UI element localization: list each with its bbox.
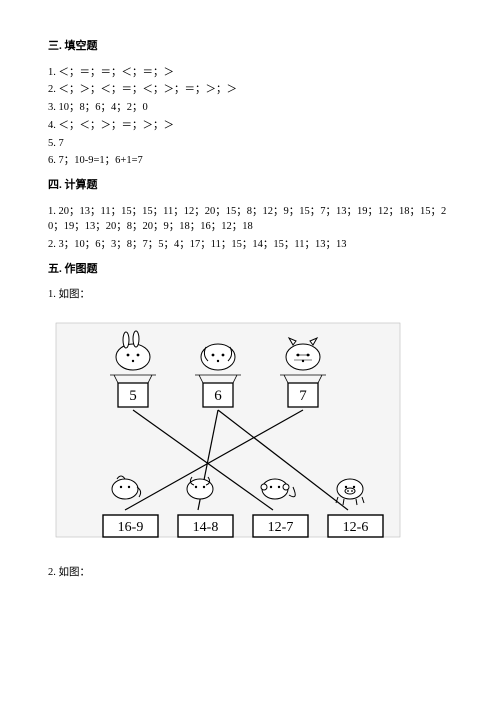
s3-line-4: 4. ＜；＜；＞；＝；＞；＞ [48,118,452,134]
s5-item-1: 1. 如图： [48,287,452,303]
s3-line-3: 3. 10；8；6；4；2；0 [48,100,452,116]
s5-item-2: 2. 如图： [48,565,452,581]
svg-text:16-9: 16-9 [118,520,144,535]
svg-text:12-7: 12-7 [268,520,294,535]
section-5-heading: 五. 作图题 [48,261,452,278]
svg-text:14-8: 14-8 [193,520,219,535]
s4-line-1: 1. 20；13；11；15；15；11；12；20；15；8；12；9；15；… [48,204,452,236]
section-3-heading: 三. 填空题 [48,38,452,55]
svg-text:6: 6 [214,388,222,404]
svg-text:12-6: 12-6 [343,520,369,535]
svg-text:5: 5 [129,388,137,404]
s3-line-2: 2. ＜；＞；＜；＝；＜；＞；＝；＞；＞ [48,82,452,98]
matching-figure: 5 6 7 16-9 14-8 12-7 12-6 [48,315,452,545]
s3-line-5: 5. 7 [48,136,452,152]
svg-text:7: 7 [299,388,307,404]
s4-line-2: 2. 3；10；6；3；8；7；5；4；17；11；15；14；15；11；13… [48,237,452,253]
s3-line-1: 1. ＜；＝；＝；＜；＝；＞ [48,65,452,81]
s3-line-6: 6. 7；10-9=1；6+1=7 [48,153,452,169]
section-4-heading: 四. 计算题 [48,177,452,194]
